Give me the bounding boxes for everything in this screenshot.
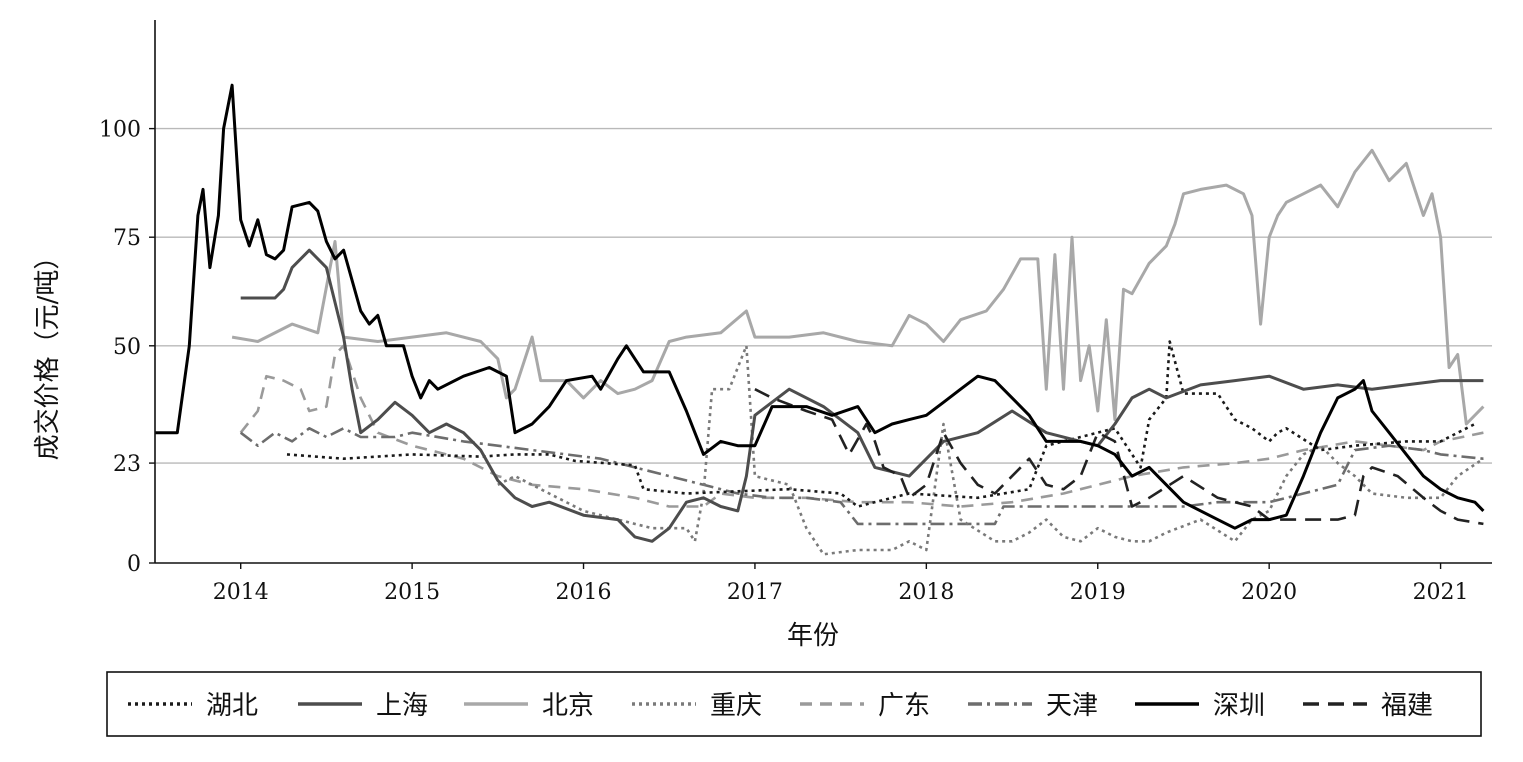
y-tick-label-4: 100 [99, 118, 141, 143]
series-line-上海 [240, 248, 1484, 543]
series-line-北京 [231, 148, 1485, 426]
x-tick-label-6: 2020 [1241, 580, 1297, 605]
legend-label-福建: 福建 [1381, 691, 1433, 721]
legend-label-上海: 上海 [376, 691, 428, 721]
x-tick-label-7: 2021 [1413, 580, 1469, 605]
series-line-广东 [239, 344, 1484, 508]
x-tick-label-1: 2015 [384, 580, 440, 605]
series-line-福建 [754, 388, 1484, 526]
gridlines [155, 127, 1492, 464]
y-tick-labels: 0 23 50 75 100 [99, 118, 155, 577]
series-lines [155, 83, 1485, 556]
legend-label-天津: 天津 [1046, 691, 1098, 721]
legend-label-深圳: 深圳 [1213, 691, 1265, 721]
y-tick-label-2: 50 [113, 335, 141, 360]
legend: 湖北 上海 北京 重庆 广东 天津 深圳 福建 [106, 671, 1482, 737]
x-tick-labels: 2014 2015 2016 2017 2018 2019 2020 2021 [213, 563, 1469, 605]
x-tick-label-4: 2018 [898, 580, 954, 605]
y-axis-title: 成交价格（元/吨） [33, 244, 63, 461]
x-tick-label-0: 2014 [213, 580, 269, 605]
series-line-湖北 [286, 340, 1476, 508]
legend-label-湖北: 湖北 [206, 691, 258, 721]
y-tick-label-0: 0 [127, 552, 141, 577]
x-tick-label-5: 2019 [1070, 580, 1126, 605]
y-tick-label-1: 23 [113, 452, 141, 477]
legend-label-北京: 北京 [542, 691, 594, 721]
series-line-天津 [239, 427, 1484, 526]
x-tick-label-2: 2016 [556, 580, 612, 605]
y-tick-label-3: 75 [113, 226, 141, 251]
legend-label-重庆: 重庆 [710, 691, 762, 721]
series-line-重庆 [497, 344, 1485, 556]
x-axis-title: 年份 [787, 621, 839, 651]
series-line-深圳 [155, 83, 1485, 530]
x-tick-label-3: 2017 [727, 580, 783, 605]
legend-label-广东: 广东 [878, 691, 930, 721]
